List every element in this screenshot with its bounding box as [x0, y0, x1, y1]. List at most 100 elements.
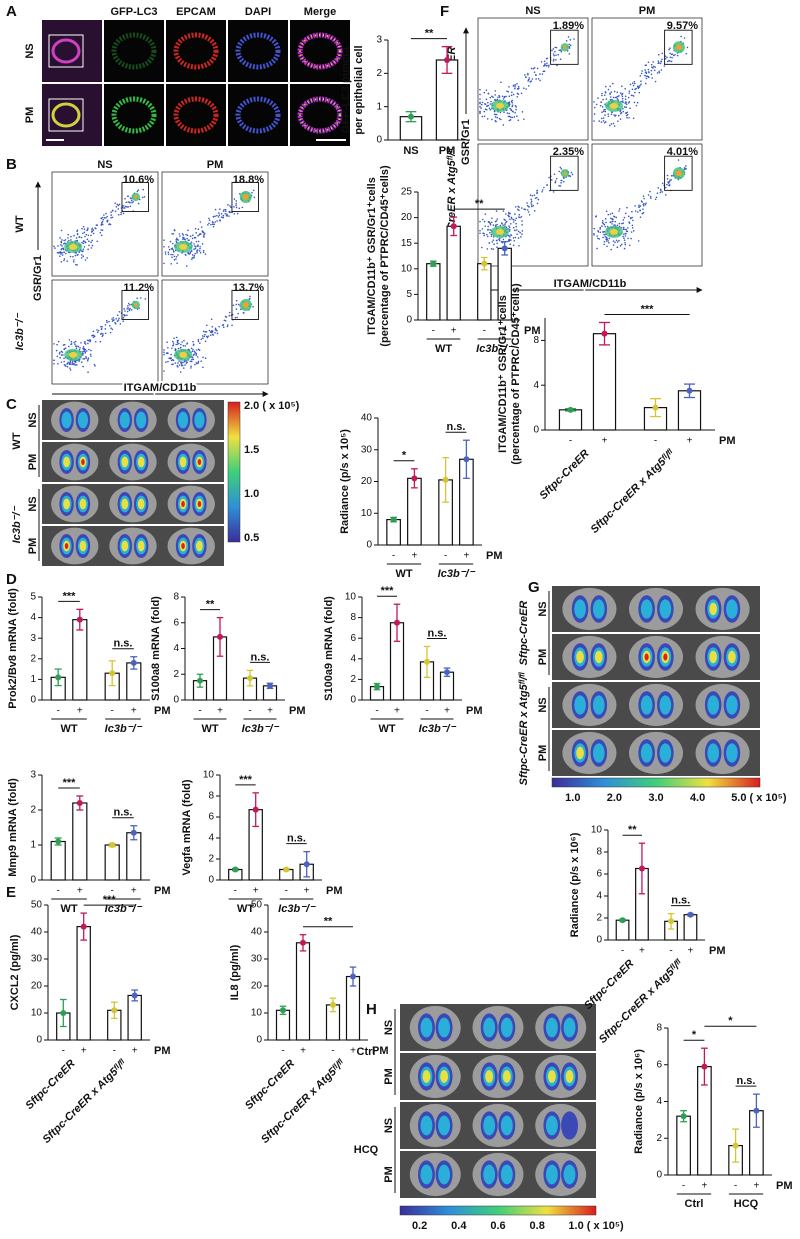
- event-dot: [510, 109, 512, 112]
- event-dot: [604, 91, 607, 93]
- y-tick-label: 0: [596, 935, 602, 946]
- event-dot: [211, 330, 213, 332]
- tissue-ring: [299, 34, 341, 68]
- mouse-body: [472, 1103, 524, 1148]
- y-axis-label: per epithelial cell: [353, 45, 365, 134]
- x-tick-label: -: [111, 706, 114, 717]
- event-dot: [199, 251, 202, 254]
- event-dot: [487, 101, 489, 104]
- event-dot: [78, 251, 80, 254]
- event-dot: [509, 228, 511, 231]
- y-axis-label: S100a8 mRNA (fold): [150, 596, 162, 701]
- event-dot: [128, 201, 131, 204]
- value-dot: [247, 675, 253, 682]
- signal-blob: [640, 695, 653, 715]
- event-dot: [625, 114, 628, 117]
- event-dot: [624, 87, 626, 90]
- value-dot: [407, 113, 414, 120]
- event-dot: [479, 220, 481, 223]
- mouse-body: [51, 527, 99, 565]
- treatment-label: PM: [154, 1045, 171, 1057]
- event-dot: [607, 240, 609, 242]
- event-dot: [654, 66, 656, 68]
- mouse-body: [167, 443, 215, 481]
- event-dot: [124, 310, 126, 312]
- event-dot: [180, 363, 183, 365]
- significance-label: n.s.: [447, 421, 466, 433]
- event-dot: [606, 225, 609, 228]
- event-dot: [67, 237, 69, 239]
- event-dot: [103, 217, 106, 219]
- significance-label: **: [475, 198, 484, 210]
- event-dot: [514, 87, 516, 90]
- x-tick-label: +: [267, 706, 273, 717]
- event-dot: [100, 223, 103, 226]
- event-dot: [208, 219, 211, 222]
- event-dot: [479, 88, 481, 91]
- event-dot: [117, 204, 120, 207]
- event-dot: [203, 236, 205, 238]
- signal-blob: [593, 695, 605, 715]
- group-label: Sftpc-CreER x Atg5ᶠˡ/ᶠˡ: [597, 957, 686, 1046]
- event-dot: [479, 232, 481, 235]
- event-dot: [491, 241, 494, 243]
- event-dot: [68, 345, 70, 348]
- event-dot: [501, 222, 503, 225]
- event-dot: [494, 224, 497, 227]
- event-dot: [530, 198, 532, 201]
- event-dot: [88, 240, 90, 243]
- event-dot: [638, 204, 640, 207]
- row-label: PM: [24, 107, 36, 124]
- event-dot: [82, 232, 84, 235]
- event-dot: [521, 224, 523, 226]
- mouse-body: [109, 401, 157, 439]
- signal-blob: [576, 746, 584, 760]
- event-dot: [126, 314, 128, 316]
- mouse-body: [409, 1054, 461, 1099]
- event-dot: [122, 212, 125, 215]
- value-dot: [481, 260, 488, 267]
- event-dot: [85, 233, 88, 236]
- value-dot: [668, 918, 675, 925]
- signal-blob: [181, 501, 185, 507]
- signal-blob: [574, 695, 586, 715]
- density-core: [675, 44, 682, 51]
- density-core: [133, 303, 138, 307]
- event-dot: [657, 187, 660, 189]
- event-dot: [189, 251, 192, 253]
- event-dot: [645, 75, 647, 77]
- gate: [121, 181, 149, 212]
- event-dot: [69, 367, 71, 369]
- mouse-body: [167, 527, 215, 565]
- signal-blob: [659, 743, 672, 763]
- event-dot: [207, 224, 209, 226]
- event-dot: [100, 333, 102, 335]
- event-dot: [53, 359, 55, 362]
- event-dot: [208, 329, 211, 332]
- event-dot: [618, 222, 621, 225]
- value-dot: [567, 406, 574, 413]
- event-dot: [84, 340, 86, 343]
- event-dot: [506, 90, 508, 93]
- event-dot: [498, 117, 501, 120]
- signal-blob: [81, 459, 85, 465]
- y-tick-label: 8: [208, 791, 214, 802]
- event-dot: [176, 237, 178, 240]
- signal-blob: [593, 743, 605, 763]
- event-dot: [179, 346, 182, 349]
- significance-label: n.s.: [251, 651, 270, 663]
- event-dot: [676, 54, 679, 57]
- event-dot: [614, 115, 616, 117]
- group-label: Sftpc-CreER: [243, 1058, 297, 1112]
- x-tick-label: +: [253, 886, 259, 897]
- mouse-body: [472, 1054, 524, 1099]
- event-dot: [73, 362, 75, 365]
- signal-blob: [563, 1164, 576, 1185]
- event-dot: [87, 248, 89, 251]
- event-dot: [602, 110, 605, 113]
- signal-blob: [545, 1115, 558, 1136]
- event-dot: [639, 75, 642, 77]
- event-dot: [609, 85, 612, 88]
- event-dot: [668, 184, 671, 186]
- x-tick-label: +: [688, 946, 694, 957]
